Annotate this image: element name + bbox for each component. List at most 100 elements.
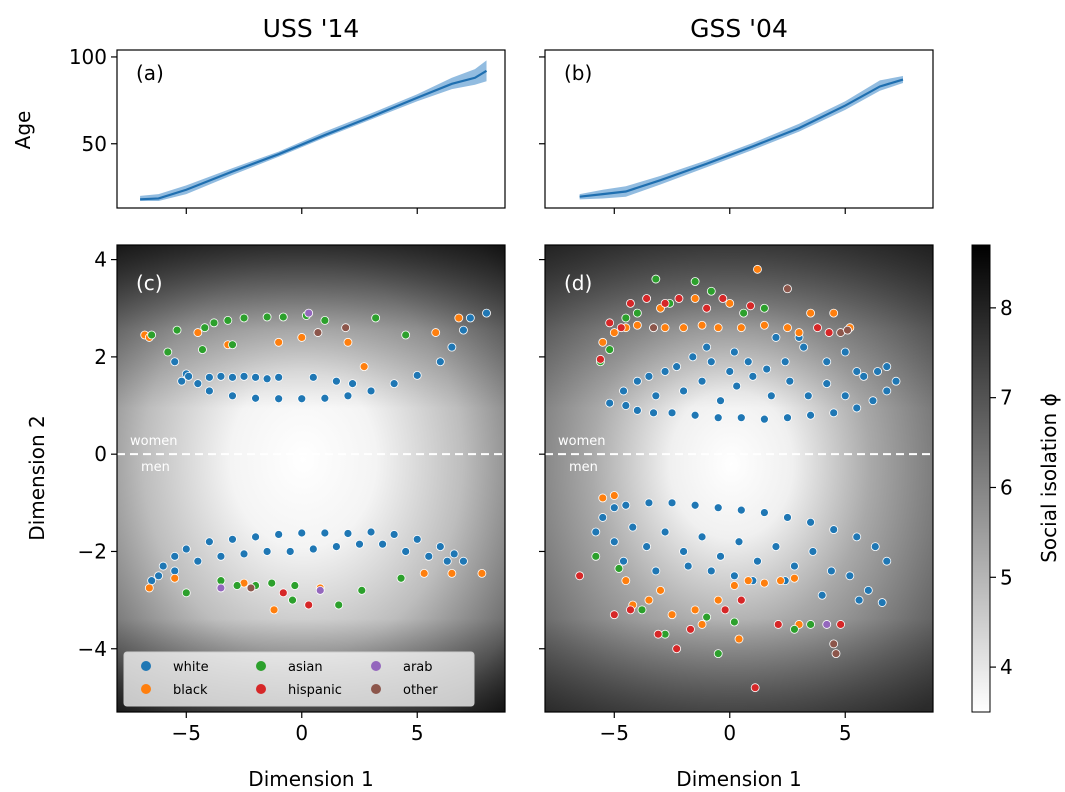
point-white xyxy=(690,500,700,510)
point-white xyxy=(239,371,249,381)
point-white xyxy=(882,556,892,566)
point-white xyxy=(366,527,376,537)
point-white xyxy=(716,551,725,561)
point-black xyxy=(297,333,307,342)
x-tick-label: 0 xyxy=(295,721,308,745)
colorbar-tick-label: 6 xyxy=(1000,475,1013,499)
point-black xyxy=(144,583,154,593)
point-black xyxy=(274,337,284,347)
point-hispanic xyxy=(836,620,846,629)
point-white xyxy=(806,410,815,420)
point-white xyxy=(679,386,688,396)
point-white xyxy=(660,367,670,376)
point-asian xyxy=(702,612,712,622)
legend: white asian arab black hispanic other xyxy=(123,651,475,707)
point-white xyxy=(251,372,260,382)
point-white xyxy=(435,357,445,367)
colorbar-tick-label: 4 xyxy=(1000,655,1013,679)
age-confidence-band xyxy=(140,60,487,202)
point-white xyxy=(882,362,892,372)
point-white xyxy=(228,372,237,382)
point-white xyxy=(743,357,753,367)
point-white xyxy=(753,556,762,566)
point-white xyxy=(854,595,864,605)
age-confidence-band xyxy=(579,76,903,200)
legend-label-asian: asian xyxy=(288,660,323,675)
point-asian xyxy=(262,312,272,322)
point-white xyxy=(762,364,772,374)
point-asian xyxy=(147,330,157,340)
point-hispanic xyxy=(616,323,626,333)
point-white xyxy=(177,376,187,386)
point-black xyxy=(783,323,792,333)
panel-d: women men −5 0 5 (d) Dimension 1 xyxy=(539,244,934,791)
point-hispanic xyxy=(609,610,619,620)
point-asian xyxy=(320,316,330,325)
point-white xyxy=(702,342,712,352)
point-hispanic xyxy=(660,298,670,308)
point-white xyxy=(649,408,658,418)
point-white xyxy=(729,347,739,357)
legend-marker-white xyxy=(141,661,151,671)
point-black xyxy=(656,585,665,595)
point-white xyxy=(228,391,237,401)
point-hispanic xyxy=(575,571,585,581)
point-white xyxy=(799,342,809,352)
point-hispanic xyxy=(773,620,783,629)
point-asian xyxy=(228,340,237,350)
point-white xyxy=(852,532,862,542)
point-white xyxy=(170,566,180,576)
point-white xyxy=(332,376,341,386)
point-white xyxy=(274,372,284,382)
point-white xyxy=(204,537,214,547)
point-black xyxy=(343,337,353,347)
panel-c: women men −5 0 5 −4 −2 0 2 4 (c) Dimension 2 Dim… xyxy=(25,244,506,791)
point-white xyxy=(760,414,769,424)
point-other xyxy=(246,583,256,593)
point-white xyxy=(859,371,869,381)
men-label: men xyxy=(141,460,170,475)
point-white xyxy=(204,386,214,396)
point-asian xyxy=(290,581,300,590)
legend-label-hispanic: hispanic xyxy=(288,683,342,698)
point-white xyxy=(297,528,307,538)
colorbar-gradient xyxy=(971,244,991,713)
point-asian xyxy=(198,345,207,354)
point-white xyxy=(216,371,226,381)
legend-marker-arab xyxy=(371,661,381,671)
point-other xyxy=(843,325,852,335)
point-black xyxy=(760,320,769,330)
point-asian xyxy=(396,573,406,583)
legend-label-other: other xyxy=(403,683,438,698)
point-other xyxy=(341,323,351,333)
point-white xyxy=(204,372,214,382)
point-white xyxy=(262,374,272,384)
point-white xyxy=(783,513,792,522)
point-asian xyxy=(614,564,624,573)
point-black xyxy=(776,576,785,586)
point-black xyxy=(729,581,739,590)
point-asian xyxy=(760,303,769,313)
point-black xyxy=(690,294,700,303)
point-white xyxy=(184,371,193,381)
x-tick-label: 0 xyxy=(723,721,736,745)
point-black xyxy=(632,320,642,330)
point-black xyxy=(667,610,677,620)
point-black xyxy=(193,328,203,337)
point-white xyxy=(863,585,873,595)
point-asian xyxy=(267,578,277,588)
point-asian xyxy=(181,588,191,598)
point-white xyxy=(193,379,203,389)
point-white xyxy=(690,410,700,420)
point-black xyxy=(359,362,369,372)
point-white xyxy=(667,408,677,418)
point-white xyxy=(697,532,707,542)
point-white xyxy=(790,561,799,571)
point-asian xyxy=(401,330,411,340)
point-white xyxy=(320,528,330,538)
panel-label-b: (b) xyxy=(564,61,592,85)
point-white xyxy=(826,566,836,576)
point-asian xyxy=(605,345,615,354)
point-white xyxy=(228,534,237,544)
